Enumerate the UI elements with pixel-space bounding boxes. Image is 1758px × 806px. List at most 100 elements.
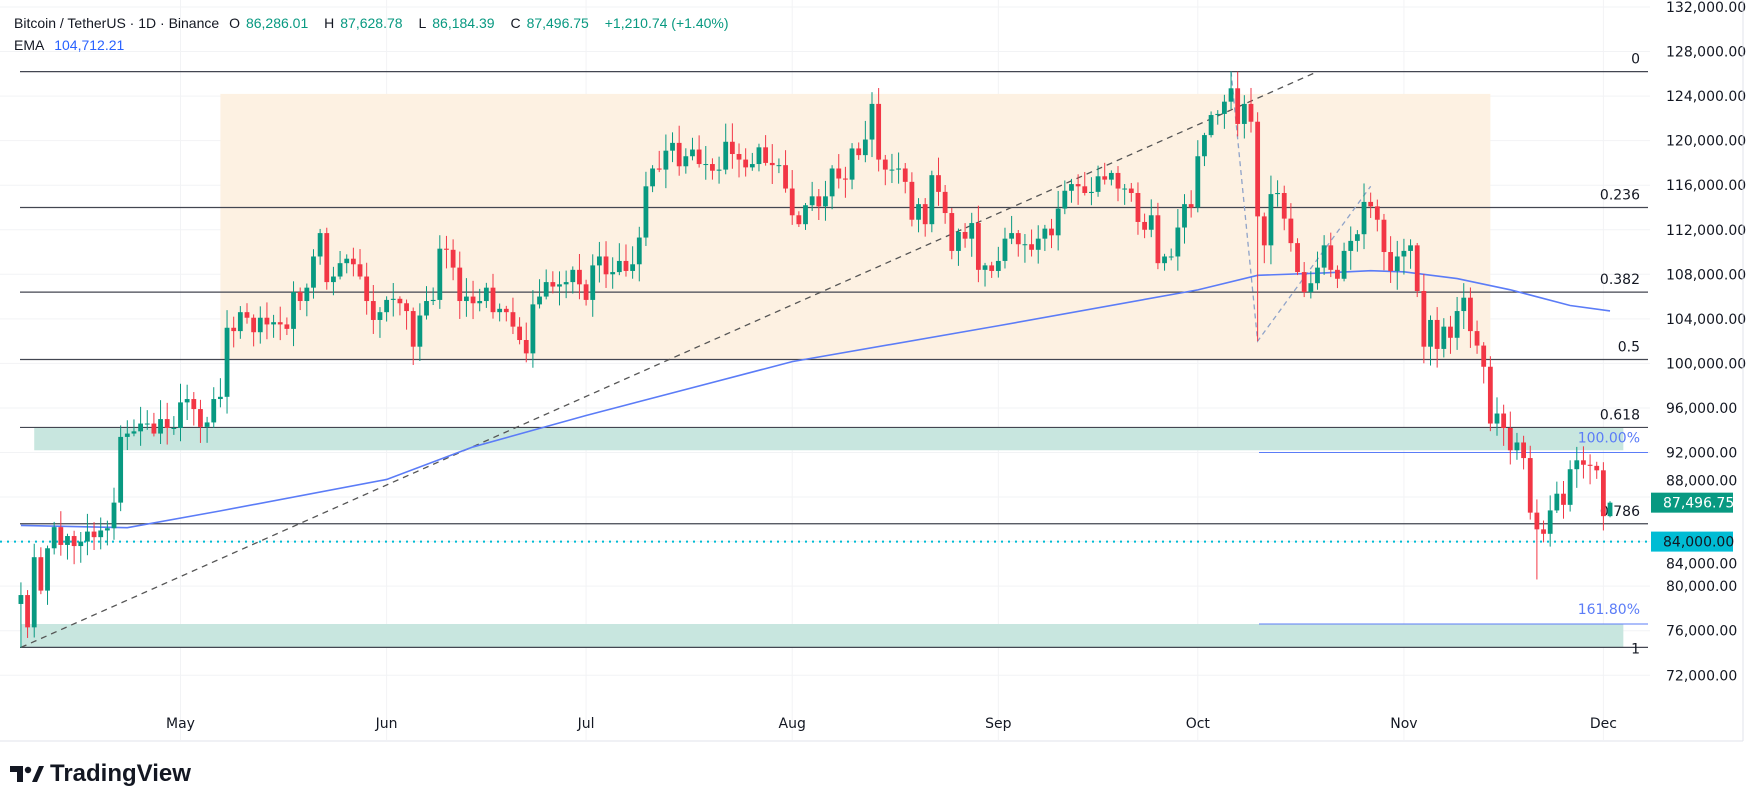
price-axis-label: 108,000.00 [1666,267,1746,283]
candle [477,288,483,312]
candle [1082,171,1088,196]
candle [237,306,243,339]
candle-body [1527,458,1533,513]
symbol-title[interactable]: Bitcoin / TetherUS · 1D · Binance [14,15,220,31]
candle-body [1202,135,1207,157]
candle [630,246,636,279]
candle-body [1361,201,1367,235]
candle-body [58,527,64,545]
candle [384,296,390,322]
candle-body [650,168,655,187]
candle-body [896,168,901,170]
candle [603,241,609,288]
candle [178,383,183,442]
candle-body [1547,510,1553,534]
candle-body [962,231,968,239]
candle [331,266,336,296]
candle-body [1069,184,1074,191]
candle-body [1507,427,1513,451]
candle-body [1607,502,1613,517]
candle-body [1261,216,1267,246]
candle-body [158,419,163,434]
candle [1135,182,1141,235]
candle-body [271,322,276,325]
candle [969,212,975,257]
candle [1554,481,1560,513]
candle-body [317,233,323,257]
candle-body [264,317,270,325]
candle-body [151,423,157,434]
candle [543,269,549,300]
candle [1248,87,1254,133]
price-axis-label: 96,000.00 [1666,401,1737,417]
candle [1002,227,1008,269]
candle [856,142,862,160]
candle [344,254,350,274]
ema-label[interactable]: EMA [14,37,45,53]
candle-body [404,303,409,312]
candle [111,487,117,540]
candle [1195,140,1201,213]
ema-row: EMA 104,712.21 [14,34,735,56]
candle-body [31,557,37,628]
candle [1481,342,1487,384]
candle [1315,251,1320,290]
candle-body [184,399,190,403]
candle [1035,225,1041,264]
candle [1501,404,1507,446]
candle [616,243,622,276]
candle-body [25,595,30,628]
candle [869,92,875,158]
candle [796,211,802,227]
candle-body [949,213,955,251]
candle-body [969,223,975,239]
candle-body [364,276,370,302]
candle-body [231,327,237,332]
candle [1441,318,1447,358]
level-price-tag: 84,000.00 [1663,535,1734,551]
candle [995,246,1001,278]
candle-body [311,256,316,288]
candle [404,299,409,330]
candle [1328,232,1334,278]
price-axis-label: 128,000.00 [1666,45,1746,61]
candle-body [929,175,935,225]
candle [198,399,203,443]
candle-body [1481,345,1487,367]
candle-body [470,296,476,304]
candle-body [623,260,629,271]
candle [1055,190,1061,251]
candle-body [1255,121,1261,217]
candle [882,154,888,186]
candle-body [370,301,376,320]
candle-body [1308,283,1314,293]
candle [71,530,77,565]
candle-body [716,169,722,171]
candle [1275,180,1280,207]
candle-body [596,256,602,266]
candle-body [703,164,709,166]
current-price-tag: 87,496.75 [1663,496,1734,512]
fib-level-label: 0.786 [1600,504,1640,520]
candle-body [304,287,310,302]
candle-body [1122,188,1128,190]
candle [1009,215,1015,245]
candle [1221,94,1227,129]
candle [623,244,629,277]
candle [1341,242,1347,282]
candle [876,88,882,172]
candle-body [1594,465,1600,471]
candle [803,203,808,230]
candle-body [776,165,782,167]
candle-body [789,188,795,216]
candle-body [1182,204,1187,228]
candle [1434,307,1440,368]
candle-body [490,287,496,313]
candle-body [710,164,715,171]
candle-body [1022,244,1028,246]
tradingview-logo[interactable]: TradingView [10,760,191,788]
candle-body [610,272,616,275]
candle-body [457,267,463,302]
candle-body [696,149,702,165]
